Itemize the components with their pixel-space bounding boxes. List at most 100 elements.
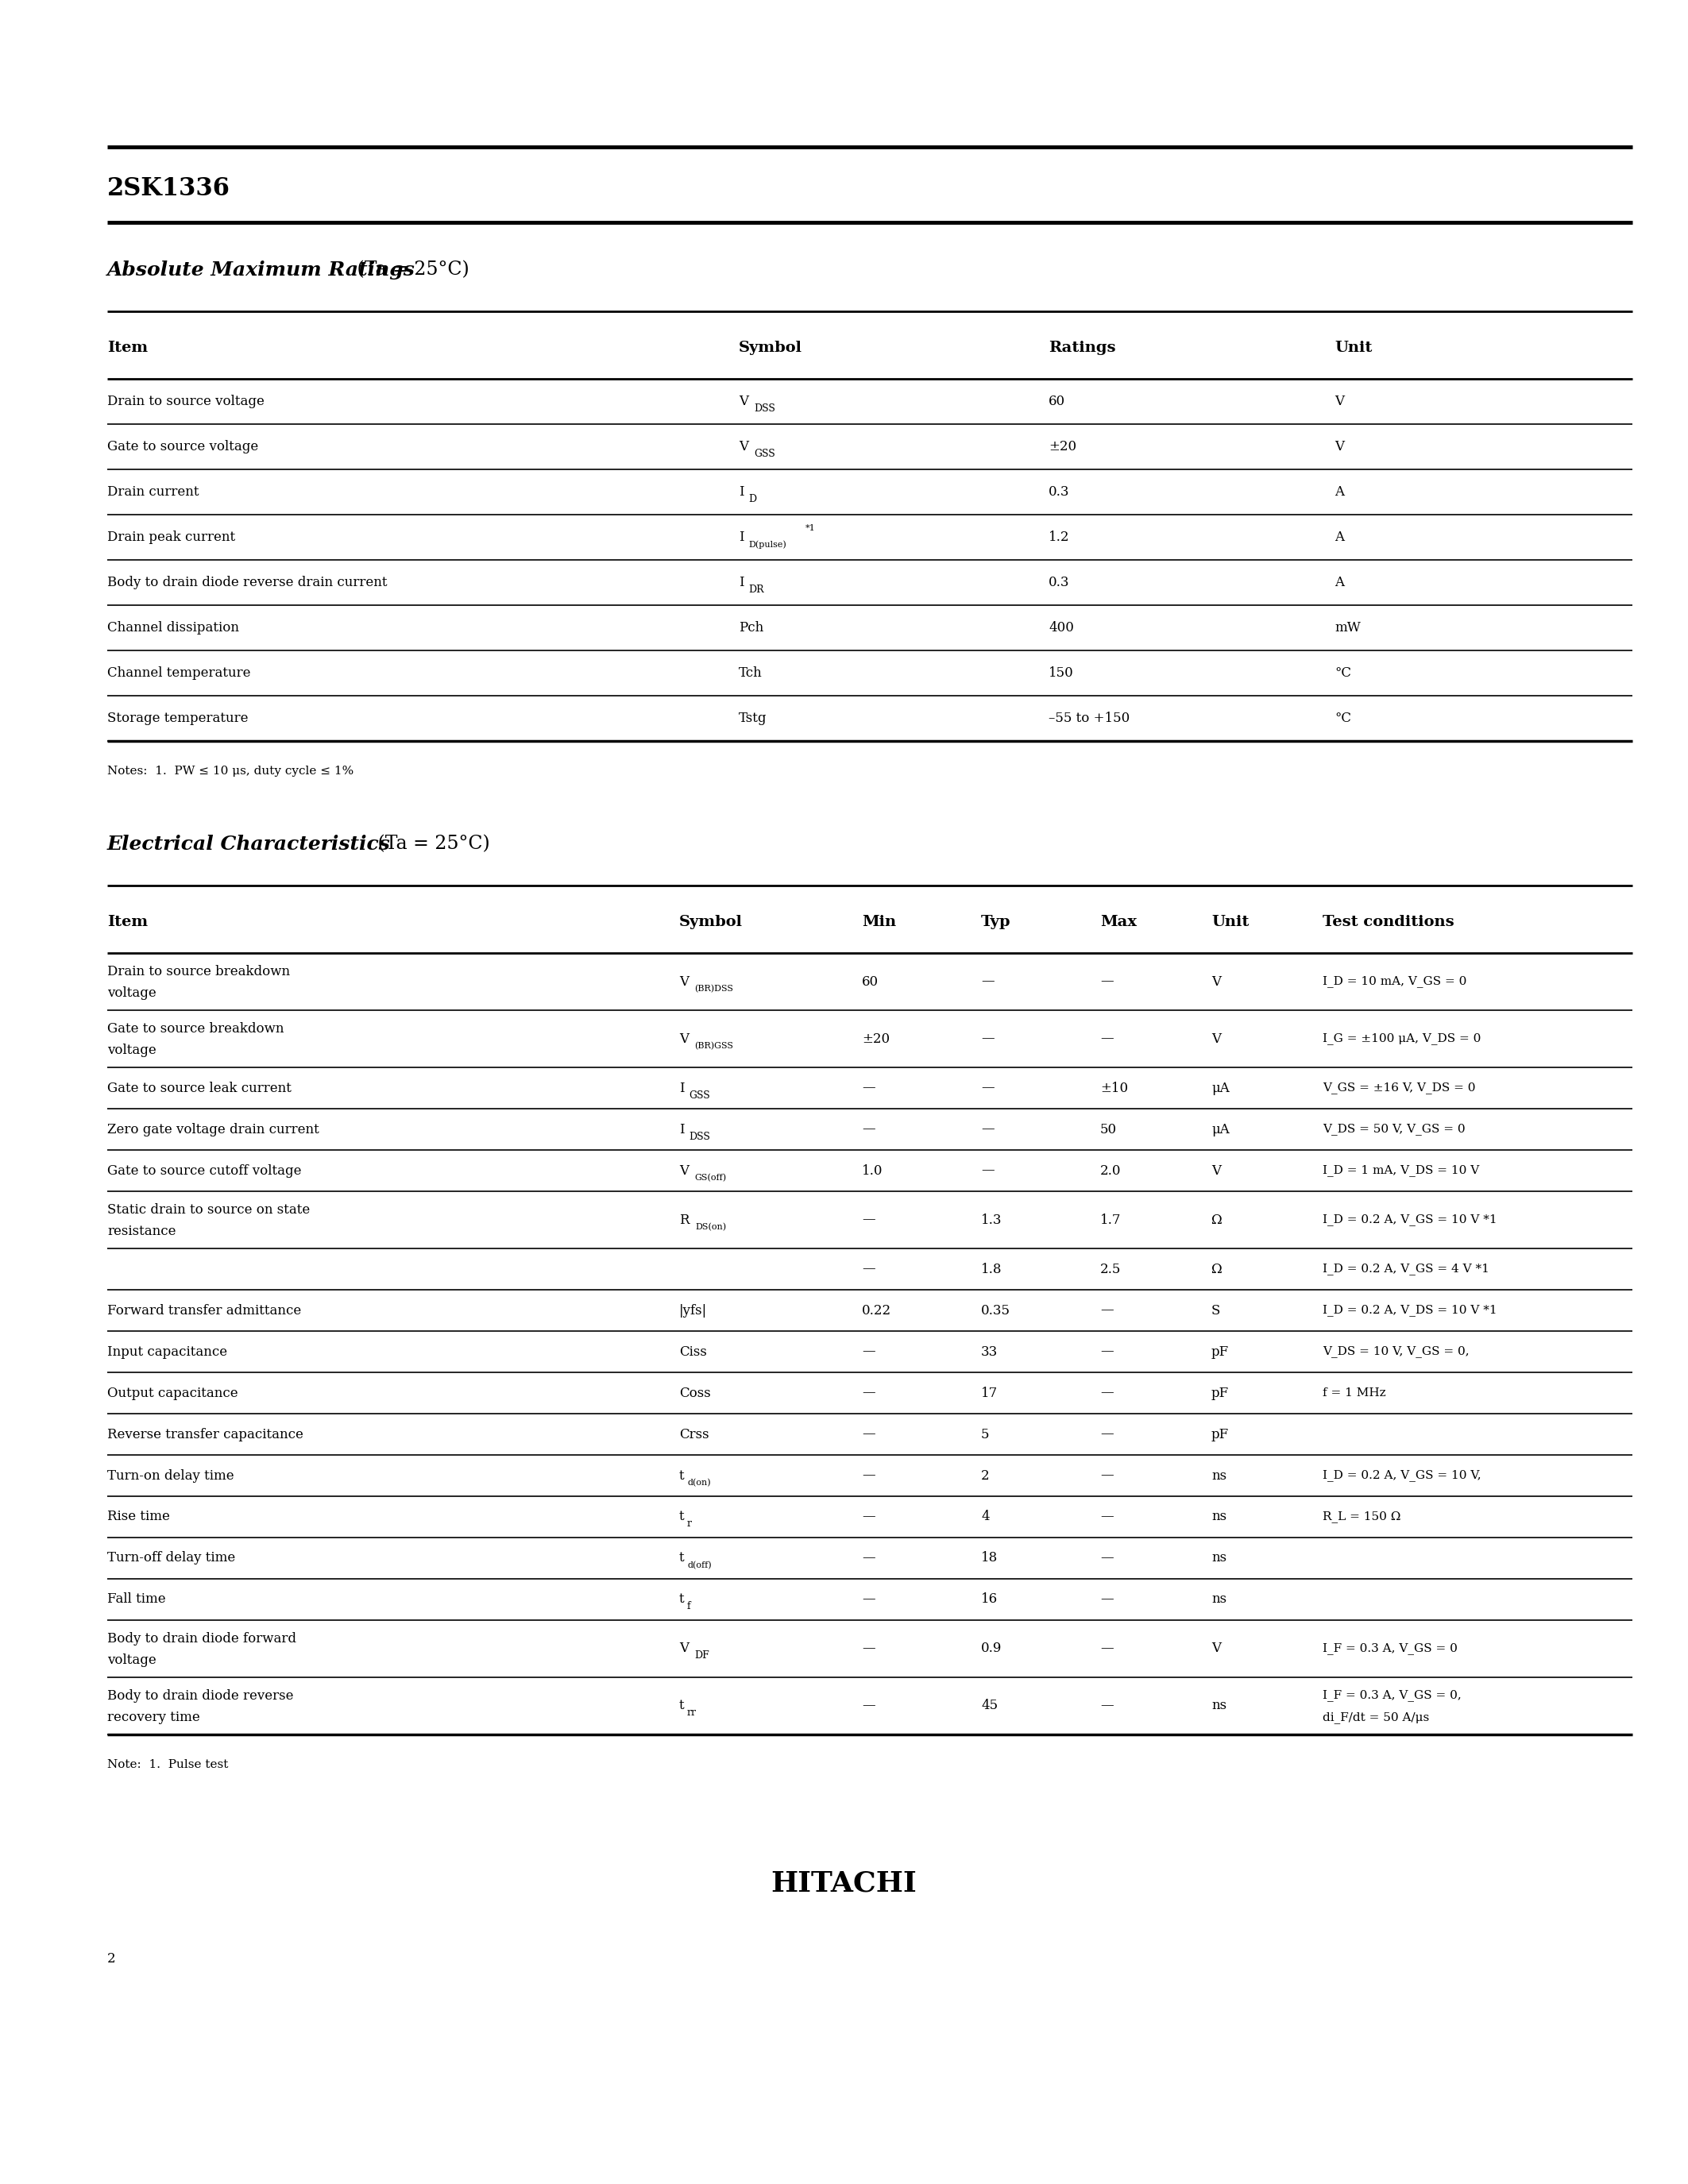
Text: V: V	[1335, 395, 1344, 408]
Text: V: V	[679, 1033, 689, 1046]
Text: —: —	[1101, 1304, 1114, 1317]
Text: d(off): d(off)	[687, 1562, 711, 1570]
Text: A: A	[1335, 577, 1344, 590]
Text: Channel dissipation: Channel dissipation	[108, 620, 240, 636]
Text: V: V	[1335, 439, 1344, 454]
Text: Gate to source leak current: Gate to source leak current	[108, 1081, 292, 1094]
Text: Drain to source voltage: Drain to source voltage	[108, 395, 265, 408]
Text: Unit: Unit	[1335, 341, 1372, 356]
Text: t: t	[679, 1470, 684, 1483]
Text: voltage: voltage	[108, 1044, 157, 1057]
Text: Electrical Characteristics: Electrical Characteristics	[108, 834, 390, 854]
Text: —: —	[1101, 1470, 1114, 1483]
Text: D: D	[748, 494, 756, 505]
Text: —: —	[863, 1081, 874, 1094]
Text: V: V	[679, 974, 689, 989]
Text: GSS: GSS	[755, 448, 775, 459]
Text: S: S	[1212, 1304, 1220, 1317]
Text: DSS: DSS	[689, 1131, 711, 1142]
Text: 0.9: 0.9	[981, 1642, 1003, 1655]
Text: 0.22: 0.22	[863, 1304, 891, 1317]
Text: 50: 50	[1101, 1123, 1117, 1136]
Text: Static drain to source on state: Static drain to source on state	[108, 1203, 311, 1216]
Text: V_DS = 50 V, V_GS = 0: V_DS = 50 V, V_GS = 0	[1323, 1123, 1465, 1136]
Text: (Ta = 25°C): (Ta = 25°C)	[371, 834, 490, 854]
Text: 2.5: 2.5	[1101, 1262, 1121, 1275]
Text: I_D = 0.2 A, V_DS = 10 V *1: I_D = 0.2 A, V_DS = 10 V *1	[1323, 1304, 1497, 1317]
Text: 2.0: 2.0	[1101, 1164, 1121, 1177]
Text: Typ: Typ	[981, 915, 1011, 928]
Text: —: —	[1101, 1642, 1114, 1655]
Text: Item: Item	[108, 915, 149, 928]
Text: —: —	[981, 1123, 994, 1136]
Text: —: —	[863, 1123, 874, 1136]
Text: Test conditions: Test conditions	[1323, 915, 1453, 928]
Text: t: t	[679, 1699, 684, 1712]
Text: voltage: voltage	[108, 1653, 157, 1666]
Text: I: I	[739, 485, 744, 498]
Text: Drain to source breakdown: Drain to source breakdown	[108, 965, 290, 978]
Text: 2: 2	[108, 1952, 116, 1966]
Text: Gate to source cutoff voltage: Gate to source cutoff voltage	[108, 1164, 302, 1177]
Text: 1.7: 1.7	[1101, 1212, 1121, 1227]
Text: V: V	[679, 1642, 689, 1655]
Text: 33: 33	[981, 1345, 998, 1358]
Text: 60: 60	[1048, 395, 1065, 408]
Text: Note:  1.  Pulse test: Note: 1. Pulse test	[108, 1758, 228, 1771]
Text: ±20: ±20	[1048, 439, 1077, 454]
Text: 0.3: 0.3	[1048, 577, 1070, 590]
Text: —: —	[1101, 1033, 1114, 1046]
Text: 5: 5	[981, 1428, 989, 1441]
Text: Zero gate voltage drain current: Zero gate voltage drain current	[108, 1123, 319, 1136]
Text: Item: Item	[108, 341, 149, 356]
Text: Absolute Maximum Ratings: Absolute Maximum Ratings	[108, 260, 415, 280]
Text: V: V	[1212, 1164, 1220, 1177]
Text: d(on): d(on)	[687, 1479, 711, 1487]
Text: f: f	[687, 1601, 690, 1612]
Text: —: —	[981, 1033, 994, 1046]
Text: *1: *1	[805, 524, 815, 531]
Text: A: A	[1335, 485, 1344, 498]
Text: —: —	[863, 1428, 874, 1441]
Text: —: —	[1101, 1509, 1114, 1524]
Text: —: —	[1101, 1345, 1114, 1358]
Text: 1.3: 1.3	[981, 1212, 1003, 1227]
Text: Turn-off delay time: Turn-off delay time	[108, 1551, 235, 1566]
Text: t: t	[679, 1509, 684, 1524]
Text: I: I	[679, 1123, 684, 1136]
Text: 1.0: 1.0	[863, 1164, 883, 1177]
Text: (BR)GSS: (BR)GSS	[694, 1042, 733, 1051]
Text: Forward transfer admittance: Forward transfer admittance	[108, 1304, 300, 1317]
Text: V: V	[679, 1164, 689, 1177]
Text: Ω: Ω	[1212, 1262, 1222, 1275]
Text: V: V	[1212, 1033, 1220, 1046]
Text: 1.8: 1.8	[981, 1262, 1003, 1275]
Text: pF: pF	[1212, 1387, 1229, 1400]
Text: recovery time: recovery time	[108, 1710, 199, 1723]
Text: r: r	[687, 1518, 692, 1529]
Text: Ratings: Ratings	[1048, 341, 1116, 356]
Text: ns: ns	[1212, 1592, 1227, 1605]
Text: °C: °C	[1335, 666, 1350, 679]
Text: Input capacitance: Input capacitance	[108, 1345, 228, 1358]
Text: ns: ns	[1212, 1699, 1227, 1712]
Text: Max: Max	[1101, 915, 1136, 928]
Text: 2SK1336: 2SK1336	[108, 177, 230, 201]
Text: —: —	[863, 1470, 874, 1483]
Text: I_G = ±100 μA, V_DS = 0: I_G = ±100 μA, V_DS = 0	[1323, 1033, 1480, 1044]
Text: I_D = 0.2 A, V_GS = 10 V,: I_D = 0.2 A, V_GS = 10 V,	[1323, 1470, 1480, 1481]
Text: di_F/dt = 50 A/μs: di_F/dt = 50 A/μs	[1323, 1712, 1430, 1723]
Text: —: —	[1101, 974, 1114, 989]
Text: I_D = 0.2 A, V_GS = 10 V *1: I_D = 0.2 A, V_GS = 10 V *1	[1323, 1214, 1497, 1225]
Text: 0.3: 0.3	[1048, 485, 1070, 498]
Text: V: V	[1212, 1642, 1220, 1655]
Text: —: —	[1101, 1387, 1114, 1400]
Text: V: V	[1212, 974, 1220, 989]
Text: ±20: ±20	[863, 1033, 890, 1046]
Text: Notes:  1.  PW ≤ 10 μs, duty cycle ≤ 1%: Notes: 1. PW ≤ 10 μs, duty cycle ≤ 1%	[108, 767, 354, 778]
Text: ns: ns	[1212, 1551, 1227, 1566]
Text: 17: 17	[981, 1387, 998, 1400]
Text: —: —	[863, 1592, 874, 1605]
Text: —: —	[863, 1345, 874, 1358]
Text: f = 1 MHz: f = 1 MHz	[1323, 1387, 1386, 1398]
